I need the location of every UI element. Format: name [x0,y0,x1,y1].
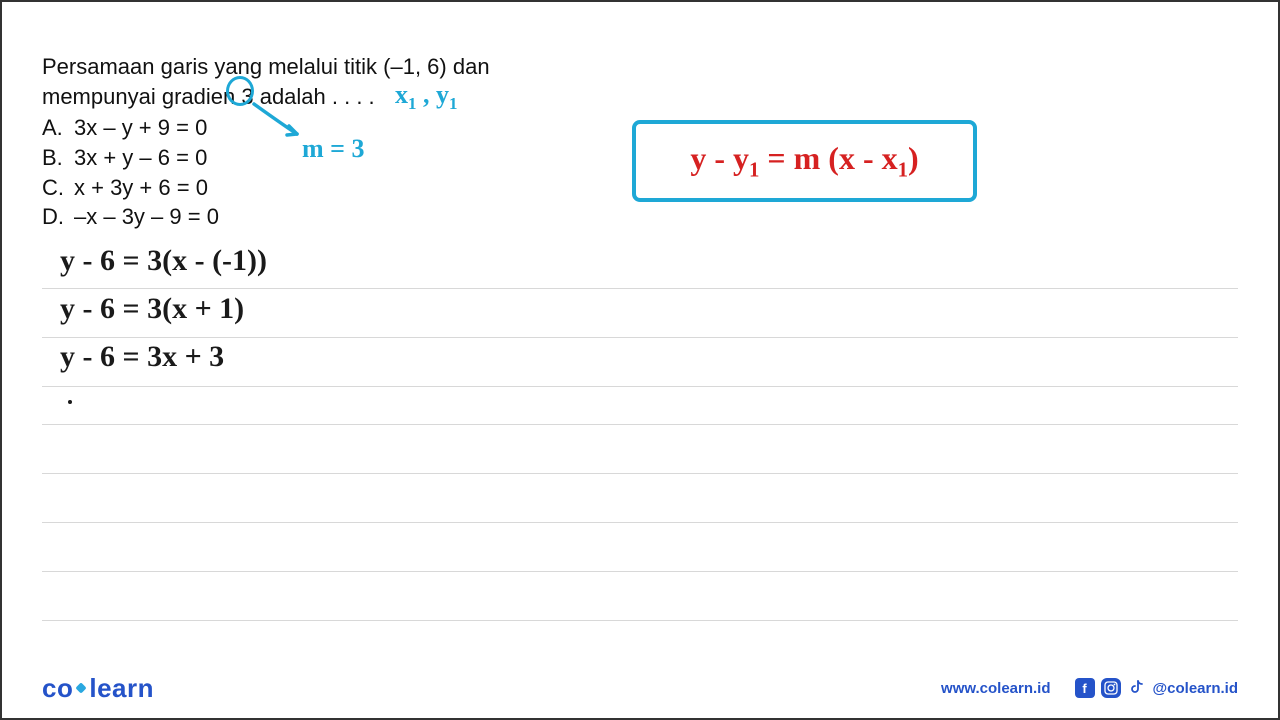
option-d-letter: D. [42,202,74,232]
footer-handle: @colearn.id [1153,680,1238,697]
footer: colearn www.colearn.id f @colearn.id [42,670,1238,706]
content-area: Persamaan garis yang melalui titik (–1, … [2,2,1278,668]
tiktok-icon [1127,678,1147,698]
point-slope-formula: y - y1 = m (x - x1) [690,140,918,182]
option-c-text: x + 3y + 6 = 0 [74,173,208,203]
question-line1: Persamaan garis yang melalui titik (–1, … [42,54,490,79]
work-step-2: y - 6 = 3(x + 1) [60,292,244,326]
option-b-letter: B. [42,143,74,173]
question-text: Persamaan garis yang melalui titik (–1, … [42,52,1238,111]
instagram-icon [1101,678,1121,698]
option-a-letter: A. [42,113,74,143]
logo-learn: learn [89,673,154,703]
option-d: D. –x – 3y – 9 = 0 [42,202,1238,232]
arrow-icon [249,102,309,142]
logo-separator-icon [76,682,87,693]
logo-co: co [42,673,73,703]
option-d-text: –x – 3y – 9 = 0 [74,202,219,232]
colearn-logo: colearn [42,673,154,704]
m-equals-annotation: m = 3 [302,134,364,164]
facebook-icon: f [1075,678,1095,698]
question-line2-before: mempunyai gradien [42,84,241,109]
social-links: f @colearn.id [1075,678,1238,698]
work-step-1: y - 6 = 3(x - (-1)) [60,244,267,278]
continuation-dot [68,400,72,404]
option-c-letter: C. [42,173,74,203]
option-b-text: 3x + y – 6 = 0 [74,143,207,173]
work-step-3: y - 6 = 3x + 3 [60,340,224,374]
footer-url: www.colearn.id [941,680,1050,697]
footer-right: www.colearn.id f @colearn.id [941,678,1238,698]
option-a-text: 3x – y + 9 = 0 [74,113,207,143]
formula-box: y - y1 = m (x - x1) [632,120,977,202]
